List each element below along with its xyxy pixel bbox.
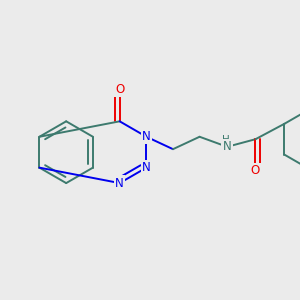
Text: N: N <box>115 177 124 190</box>
Text: O: O <box>251 164 260 178</box>
Text: H: H <box>222 135 230 145</box>
Text: N: N <box>223 140 232 153</box>
Text: N: N <box>142 161 151 174</box>
Text: N: N <box>142 130 151 143</box>
Text: O: O <box>115 83 124 96</box>
